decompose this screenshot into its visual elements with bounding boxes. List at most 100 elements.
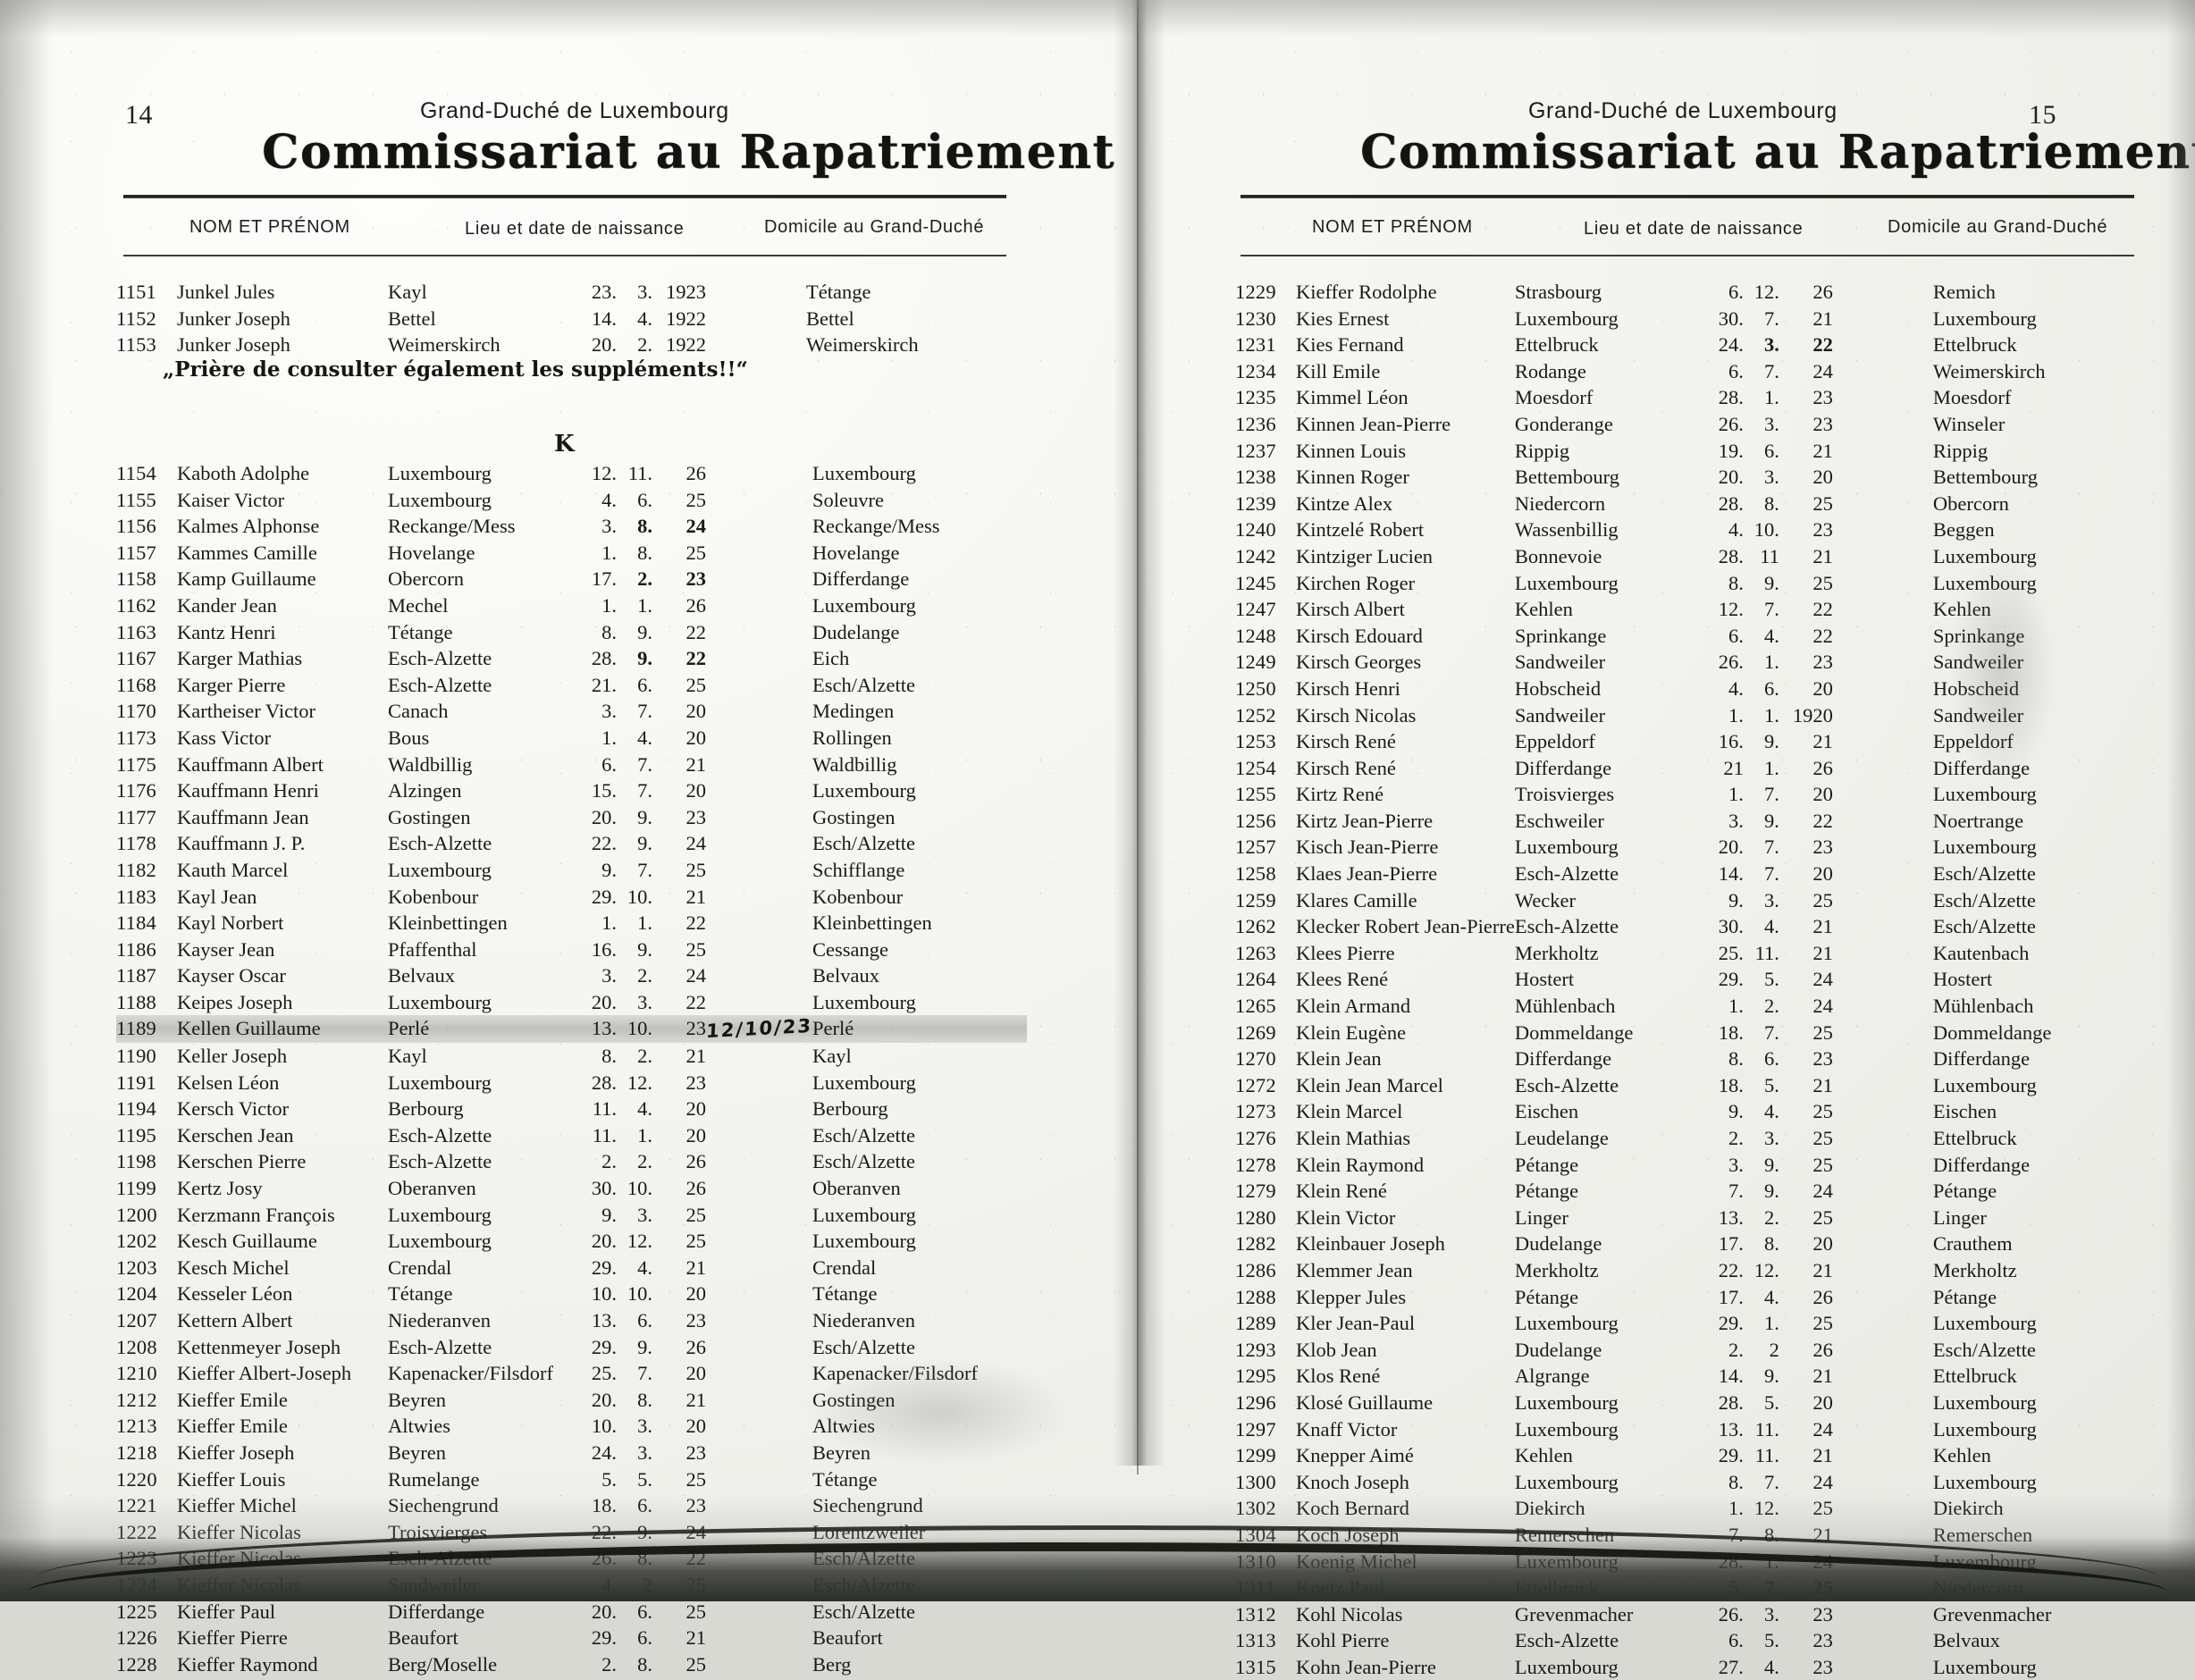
cell-dom: Esch/Alzette	[812, 1600, 915, 1623]
table-row: 1226 Kieffer Pierre Beaufort 29. 6. 21 Beaufor…	[116, 1625, 1027, 1651]
cell-d1: 30.	[1718, 915, 1744, 938]
cell-d2: 2.	[637, 1045, 652, 1068]
table-row: 1282 Kleinbauer Joseph Dudelange 17. 8. 20 Cra…	[1235, 1231, 2148, 1257]
handwritten-annotation	[706, 1228, 812, 1255]
cell-dom: Tétange	[812, 1467, 878, 1491]
cell-d1: 6.	[601, 752, 617, 776]
cell-d3: 21	[1812, 1073, 1833, 1096]
cell-num: 1310	[1235, 1550, 1276, 1573]
cell-d2: 11	[1760, 544, 1779, 567]
cell-dom: Schifflange	[812, 858, 905, 881]
cell-d2: 9.	[637, 620, 652, 643]
cell-d1: 6.	[1728, 281, 1744, 303]
cell-dom: Tétange	[806, 281, 871, 303]
cell-d2: 9.	[637, 1520, 652, 1543]
table-row: 1152 Junker Joseph Bettel 14. 4. 1922 Bettel	[116, 306, 1021, 332]
cell-d3: 22	[1812, 333, 1833, 357]
cell-d2: 4.	[1764, 915, 1779, 938]
table-row: 1280 Klein Victor Linger 13. 2. 25 Linger	[1235, 1205, 2148, 1231]
cell-d3: 21	[1812, 1444, 1833, 1467]
table-row: 1230 Kies Ernest Luxembourg 30. 7. 21 Luxembou…	[1235, 306, 2148, 332]
cell-d3: 23	[685, 1071, 707, 1094]
cell-d1: 14.	[591, 307, 617, 330]
cell-d2: 6.	[637, 673, 652, 696]
cell-num: 1311	[1235, 1576, 1275, 1600]
cell-lieu: Leudelange	[1514, 1127, 1609, 1149]
handwritten-annotation	[1833, 1310, 1933, 1337]
cell-d2: 6.	[1764, 676, 1779, 700]
cell-num: 1151	[116, 281, 156, 303]
cell-d1: 1.	[601, 726, 617, 749]
table-row: 1188 Keipes Joseph Luxembourg 20. 3. 22 Luxemb…	[116, 989, 1027, 1016]
roster-body-right: 1229 Kieffer Rodolphe Strasbourg 6. 12. 26 Rem…	[1235, 279, 2148, 1680]
cell-d2: 7.	[1764, 836, 1779, 859]
cell-d1: 20.	[591, 805, 617, 828]
cell-nom: Koetz Paul	[1296, 1576, 1385, 1600]
handwritten-annotation	[1833, 728, 1933, 755]
table-row: 1186 Kayser Jean Pfaffenthal 16. 9. 25 Cessang…	[116, 937, 1027, 963]
handwritten-annotation	[1833, 834, 1933, 861]
cell-d1: 3.	[601, 515, 617, 538]
cell-num: 1204	[116, 1282, 157, 1306]
cell-d3: 25	[685, 1573, 707, 1596]
table-row: 1238 Kinnen Roger Bettembourg 20. 3. 20 Bettem…	[1235, 464, 2148, 491]
handwritten-annotation	[706, 910, 812, 937]
cell-d3: 24	[685, 964, 707, 987]
cell-nom: Kler Jean-Paul	[1296, 1312, 1416, 1335]
cell-d3: 24	[1812, 968, 1833, 991]
cell-lieu: Eppeldorf	[1514, 730, 1595, 753]
cell-lieu: Alzingen	[388, 779, 462, 802]
cell-num: 1230	[1235, 307, 1276, 330]
table-row: 1204 Kesseler Léon Tétange 10. 10. 20 Tétange	[116, 1281, 1027, 1307]
cell-d3: 21	[1812, 439, 1833, 462]
handwritten-annotation	[706, 566, 812, 592]
handwritten-annotation	[1833, 1390, 1933, 1416]
cell-lieu: Esch-Alzette	[1514, 1629, 1619, 1652]
cell-nom: Kirsch Nicolas	[1296, 703, 1417, 727]
cell-d2: 7.	[1764, 307, 1779, 330]
handwritten-annotation	[1833, 676, 1933, 702]
handwritten-annotation	[706, 460, 812, 487]
table-row: 1222 Kieffer Nicolas Troisvierges 22. 9. 24 Lo…	[116, 1519, 1027, 1546]
cell-nom: Kohn Jean-Pierre	[1296, 1655, 1436, 1678]
cell-d3: 25	[1812, 1021, 1833, 1044]
cell-nom: Kesseler Léon	[177, 1282, 293, 1306]
cell-num: 1273	[1235, 1100, 1276, 1123]
cell-dom: Esch/Alzette	[812, 1547, 915, 1570]
table-row: 1269 Klein Eugène Dommeldange 18. 7. 25 Dommel…	[1235, 1020, 2148, 1046]
cell-nom: Klaes Jean-Pierre	[1296, 862, 1438, 886]
handwritten-annotation	[1833, 966, 1933, 993]
handwritten-annotation	[706, 1466, 812, 1493]
cell-lieu: Eschweiler	[1514, 809, 1604, 832]
cell-lieu: Diekirch	[1514, 1497, 1585, 1520]
cell-d2: 4.	[1764, 624, 1779, 647]
cell-num: 1157	[116, 541, 156, 564]
cell-num: 1286	[1235, 1258, 1276, 1281]
roster-table-left-top: 1151 Junkel Jules Kayl 23. 3. 1923 Tétange 1152…	[116, 279, 1021, 358]
cell-d2: 6.	[637, 488, 652, 511]
cell-d1: 9.	[1728, 1100, 1744, 1123]
cell-nom: Kauffmann Jean	[177, 805, 309, 828]
section-letter-k: K	[554, 431, 575, 458]
cell-d1: 8.	[601, 620, 617, 643]
cell-dom: Esch/Alzette	[1932, 888, 2036, 911]
cell-num: 1237	[1235, 439, 1276, 462]
cell-nom: Keipes Joseph	[177, 990, 293, 1013]
cell-d2: 2.	[1764, 1205, 1779, 1229]
handwritten-annotation	[1833, 649, 1933, 676]
cell-nom: Klares Camille	[1296, 888, 1417, 911]
table-row: 1278 Klein Raymond Pétange 3. 9. 25 Differdang…	[1235, 1152, 2148, 1179]
cell-d2: 12.	[627, 1071, 652, 1094]
cell-lieu: Pétange	[1514, 1153, 1579, 1176]
handwritten-annotation	[706, 857, 812, 884]
cell-lieu: Luxembourg	[1514, 571, 1619, 594]
cell-dom: Crauthem	[1932, 1232, 2013, 1256]
cell-d1: 11.	[592, 1097, 617, 1121]
cell-d2: 7.	[1764, 1470, 1779, 1493]
cell-d3: 25	[1812, 1100, 1833, 1123]
cell-d3: 25	[685, 937, 707, 961]
cell-d3: 20	[1812, 1232, 1833, 1256]
cell-nom: Kieffer Nicolas	[177, 1547, 301, 1570]
table-row: 1218 Kieffer Joseph Beyren 24. 3. 23 Beyren	[116, 1440, 1027, 1466]
cell-d2: 1.	[1764, 651, 1779, 674]
